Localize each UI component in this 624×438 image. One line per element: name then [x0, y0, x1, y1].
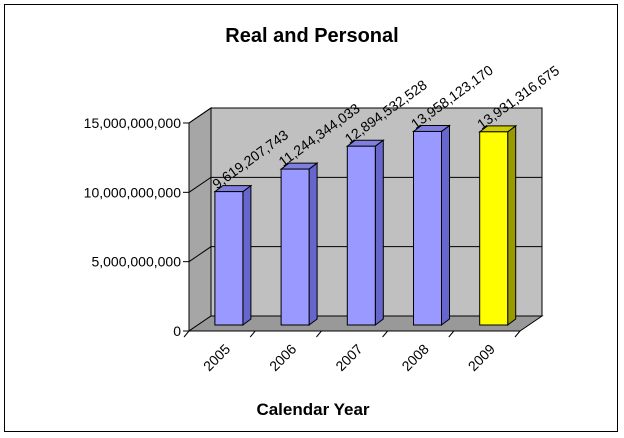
x-tick-label: 2007 [332, 341, 365, 374]
x-tick-mark [448, 330, 455, 338]
bar [413, 130, 442, 326]
x-tick-label: 2009 [465, 341, 498, 374]
x-tick-label: 2006 [266, 341, 299, 374]
x-tick-mark [316, 330, 322, 338]
bar-side [374, 139, 384, 326]
bar-side [308, 162, 318, 326]
side-wall [188, 107, 212, 332]
x-tick-mark [183, 330, 190, 338]
x-tick-label: 2008 [398, 341, 431, 374]
x-tick-mark [514, 330, 521, 338]
bar [280, 168, 310, 326]
y-tick-label: 5,000,000,000 [91, 254, 181, 270]
chart-title: Real and Personal [225, 25, 398, 47]
y-tick-label: 0 [173, 323, 181, 339]
y-tick-label: 15,000,000,000 [84, 115, 182, 131]
bar [479, 131, 509, 326]
bar [346, 145, 376, 326]
bar-side [507, 124, 517, 326]
chart-frame: Real and Personal 0 5,000,000,000 10,000,0… [4, 4, 618, 432]
x-tick-mark [249, 330, 256, 338]
bar-side [441, 124, 450, 326]
x-tick-mark [382, 330, 388, 338]
bar-side [242, 184, 252, 326]
bar [214, 191, 244, 326]
bar-chart: Real and Personal 0 5,000,000,000 10,000,0… [84, 25, 563, 419]
gridline [188, 107, 542, 124]
x-axis-title: Calendar Year [256, 400, 369, 419]
y-tick-label: 10,000,000,000 [84, 184, 182, 200]
plot-area: 0 5,000,000,000 10,000,000,000 15,000,000,0… [84, 62, 563, 375]
x-tick-label: 2005 [200, 341, 233, 374]
